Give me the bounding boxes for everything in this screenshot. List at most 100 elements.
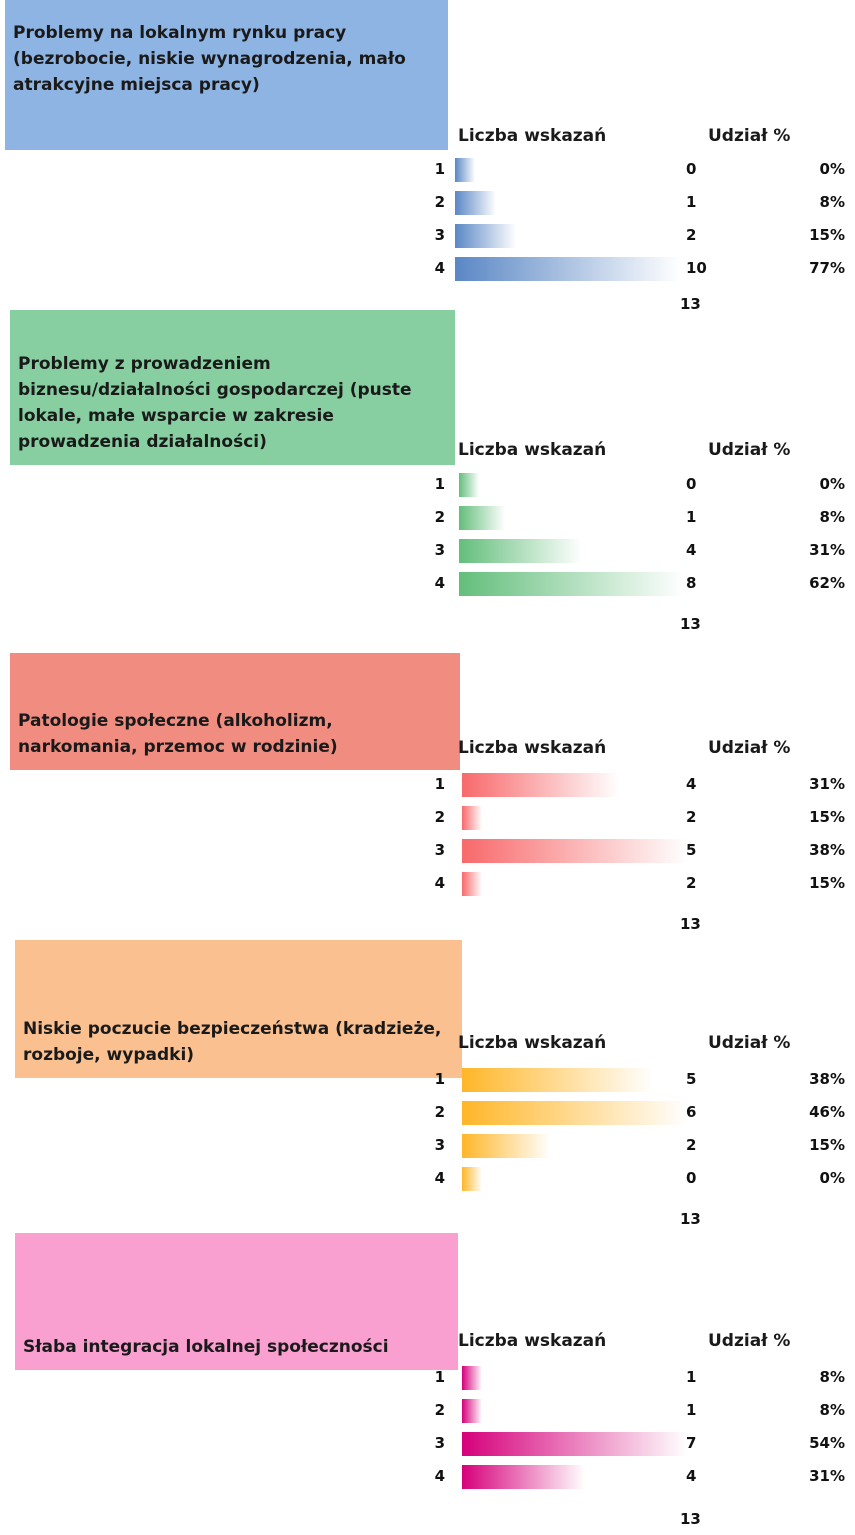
count: 1 — [686, 193, 697, 211]
count: 0 — [686, 475, 697, 493]
data-bar — [462, 1167, 482, 1191]
count: 5 — [686, 1070, 697, 1088]
total: 13 — [680, 1510, 701, 1528]
count: 1 — [686, 508, 697, 526]
title-box: Niskie poczucie bezpieczeństwa (kradzież… — [15, 940, 462, 1078]
row-label: 2 — [434, 508, 445, 526]
data-bar — [462, 1399, 482, 1423]
column-header: Liczba wskazań — [458, 738, 607, 758]
share: 62% — [809, 574, 845, 592]
row-label: 1 — [434, 1368, 445, 1386]
count: 4 — [686, 541, 697, 559]
share: 31% — [809, 1467, 845, 1485]
title-box: Słaba integracja lokalnej społeczności — [15, 1233, 458, 1370]
column-header: Udział % — [708, 440, 791, 460]
count: 2 — [686, 1136, 697, 1154]
data-bar — [462, 1134, 551, 1158]
count: 1 — [686, 1368, 697, 1386]
data-bar — [462, 1068, 653, 1092]
row-label: 4 — [434, 1467, 445, 1485]
title-box: Problemy na lokalnym rynku pracy (bezrob… — [5, 0, 448, 150]
share: 0% — [819, 475, 845, 493]
total: 13 — [680, 915, 701, 933]
share: 38% — [809, 1070, 845, 1088]
total: 13 — [680, 1210, 701, 1228]
count: 6 — [686, 1103, 697, 1121]
data-bar — [462, 1432, 687, 1456]
column-header: Liczba wskazań — [458, 1331, 607, 1351]
column-header: Udział % — [708, 1033, 791, 1053]
data-bar — [462, 1465, 585, 1489]
column-header: Liczba wskazań — [458, 126, 607, 146]
data-bar — [462, 773, 619, 797]
total: 13 — [680, 615, 701, 633]
data-bar — [459, 473, 479, 497]
share: 8% — [819, 508, 845, 526]
data-bar — [459, 572, 684, 596]
data-bar — [455, 257, 680, 281]
share: 15% — [809, 874, 845, 892]
row-label: 2 — [434, 1103, 445, 1121]
share: 54% — [809, 1434, 845, 1452]
count: 2 — [686, 226, 697, 244]
count: 4 — [686, 775, 697, 793]
data-bar — [462, 1101, 687, 1125]
row-label: 1 — [434, 775, 445, 793]
row-label: 3 — [434, 1434, 445, 1452]
total: 13 — [680, 295, 701, 313]
share: 46% — [809, 1103, 845, 1121]
data-bar — [455, 158, 475, 182]
share: 8% — [819, 193, 845, 211]
count: 7 — [686, 1434, 697, 1452]
data-bar — [462, 872, 482, 896]
row-label: 3 — [434, 541, 445, 559]
row-label: 4 — [434, 874, 445, 892]
row-label: 3 — [434, 226, 445, 244]
share: 0% — [819, 1169, 845, 1187]
count: 4 — [686, 1467, 697, 1485]
row-label: 4 — [434, 574, 445, 592]
count: 5 — [686, 841, 697, 859]
row-label: 3 — [434, 841, 445, 859]
count: 2 — [686, 808, 697, 826]
column-header: Udział % — [708, 1331, 791, 1351]
share: 15% — [809, 808, 845, 826]
data-bar — [459, 539, 582, 563]
row-label: 3 — [434, 1136, 445, 1154]
row-label: 2 — [434, 193, 445, 211]
share: 15% — [809, 1136, 845, 1154]
share: 77% — [809, 259, 845, 277]
share: 8% — [819, 1401, 845, 1419]
column-header: Liczba wskazań — [458, 1033, 607, 1053]
share: 38% — [809, 841, 845, 859]
column-header: Udział % — [708, 738, 791, 758]
share: 31% — [809, 775, 845, 793]
row-label: 1 — [434, 1070, 445, 1088]
data-bar — [455, 224, 516, 248]
data-bar — [455, 191, 496, 215]
row-label: 4 — [434, 1169, 445, 1187]
title-box: Patologie społeczne (alkoholizm, narkoma… — [10, 653, 460, 770]
share: 0% — [819, 160, 845, 178]
count: 0 — [686, 160, 697, 178]
title-box: Problemy z prowadzeniem biznesu/działaln… — [10, 310, 455, 465]
row-label: 2 — [434, 808, 445, 826]
data-bar — [462, 1366, 482, 1390]
share: 15% — [809, 226, 845, 244]
count: 1 — [686, 1401, 697, 1419]
data-bar — [462, 806, 482, 830]
data-bar — [459, 506, 505, 530]
count: 2 — [686, 874, 697, 892]
row-label: 1 — [434, 475, 445, 493]
row-label: 2 — [434, 1401, 445, 1419]
data-bar — [462, 839, 687, 863]
row-label: 4 — [434, 259, 445, 277]
column-header: Liczba wskazań — [458, 440, 607, 460]
count: 10 — [686, 259, 707, 277]
count: 8 — [686, 574, 697, 592]
count: 0 — [686, 1169, 697, 1187]
column-header: Udział % — [708, 126, 791, 146]
row-label: 1 — [434, 160, 445, 178]
share: 8% — [819, 1368, 845, 1386]
